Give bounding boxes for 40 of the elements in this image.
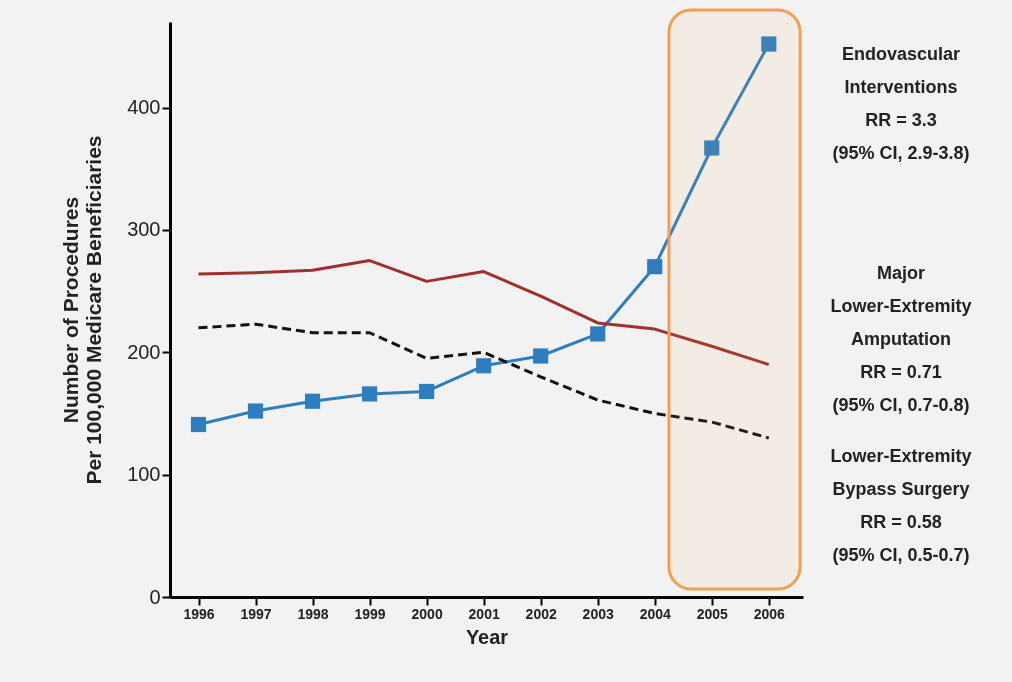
point (704, 140, 720, 156)
point (476, 358, 492, 374)
x-tick-label: 2005 (696, 605, 729, 622)
x-tick-label: 2006 (753, 605, 786, 622)
point (190, 416, 207, 433)
y-tick-label: 200 (127, 340, 161, 363)
x-tick-label: 2001 (468, 605, 500, 622)
point (590, 326, 606, 342)
y-tick-label: 100 (127, 463, 161, 486)
text: (95% CI, 0.7-0.8) (832, 395, 970, 415)
text: Major Lower-Extremity Amputation (830, 263, 972, 349)
line-series (197, 322, 771, 440)
x-tick-label: 1998 (297, 605, 329, 622)
point (533, 348, 549, 364)
x-tick-label: 2000 (411, 605, 443, 622)
text: Lower-Extremity Bypass Surgery (830, 446, 972, 499)
point (362, 386, 378, 402)
x-tick-label: 1997 (240, 605, 272, 622)
text: RR = 0.71 (860, 362, 942, 382)
y-tick-label: 400 (127, 96, 161, 119)
x-tick-label: 2004 (639, 605, 672, 622)
text: Endovascular Interventions (841, 44, 961, 97)
x-tick-label: 1996 (183, 605, 215, 622)
x-tick-label: 1999 (354, 605, 386, 622)
point (761, 36, 777, 52)
text: RR = 3.3 (865, 110, 937, 130)
x-tick-label: 2003 (582, 605, 614, 622)
x-tick-label: 2002 (525, 605, 557, 622)
point (647, 259, 663, 275)
y-tick-label: 300 (127, 218, 161, 241)
point (304, 393, 321, 409)
text: (95% CI, 2.9-3.8) (832, 143, 970, 163)
x-axis-title: Year (465, 625, 509, 648)
point (419, 383, 435, 400)
y-axis-title: Number of Procedures Per 100,000 Medicare Beneficiaries (59, 135, 106, 485)
line-series (197, 259, 771, 367)
point (247, 403, 264, 419)
text: RR = 0.58 (860, 512, 942, 532)
y-tick-label: 0 (149, 585, 161, 608)
text: (95% CI, 0.5-0.7) (832, 545, 970, 565)
